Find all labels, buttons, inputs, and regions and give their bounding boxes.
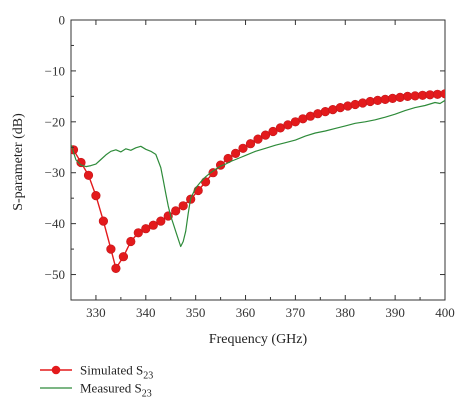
simulated-data-point [148,220,158,230]
y-tick-label: −20 [45,114,65,129]
plot-frame [70,19,446,301]
series-layer [71,89,445,274]
simulated-data-point [141,224,151,234]
simulated-data-point [126,236,136,247]
simulated-data-point [98,216,108,226]
simulated-data-point [350,99,360,110]
simulated-data-point [91,191,101,201]
plot-area [70,19,446,301]
legend-label-simulated: Simulated S23 [80,363,153,382]
x-tick-label: 400 [435,305,455,320]
simulated-data-point [106,244,116,254]
simulated-data-point [83,170,94,180]
y-tick-label: 0 [59,13,66,28]
measured-series-line [71,99,445,248]
simulated-data-point [358,98,368,108]
simulated-data-point [268,126,278,137]
simulated-data-point [178,201,188,211]
y-tick-label: −30 [45,165,65,180]
x-tick-label: 360 [236,305,256,320]
simulated-data-point [440,89,445,99]
x-tick-label: 330 [86,305,106,320]
y-tick-label: −10 [45,63,65,78]
simulated-data-point [156,216,166,226]
legend-marker-simulated [51,365,61,375]
simulated-data-point [118,252,128,262]
x-tick-label: 380 [336,305,356,320]
simulated-data-point [343,101,353,111]
simulated-data-point [238,143,248,153]
x-tick-label: 350 [186,305,206,320]
simulated-data-point [260,130,271,140]
simulated-data-point [365,96,375,107]
simulated-data-point [208,168,218,178]
x-tick-label: 340 [136,305,156,320]
y-tick-label: −50 [45,267,65,282]
simulated-data-point [335,102,345,113]
simulated-data-point [253,134,263,144]
simulated-data-point [171,206,181,216]
simulated-data-point [111,263,121,274]
simulated-data-point [245,139,256,149]
simulated-data-point [133,228,143,238]
simulated-data-point [201,177,211,187]
simulated-data-point [320,106,330,117]
simulated-data-point [193,185,203,196]
y-axis-title: S-parameter (dB) [11,113,26,211]
legend-label-measured: Measured S23 [80,381,152,400]
y-tick-label: −40 [45,216,65,231]
simulated-data-point [76,157,86,168]
simulated-data-point [231,148,241,158]
simulated-data-point [328,104,338,115]
axes-layer: 330 340 350 360 370 380 390 400 0 −10 −20 −30 −40 −50 [45,13,455,321]
x-axis-title: Frequency (GHz) [209,332,308,347]
x-tick-label: 370 [286,305,306,320]
x-tick-label: 390 [385,305,405,320]
